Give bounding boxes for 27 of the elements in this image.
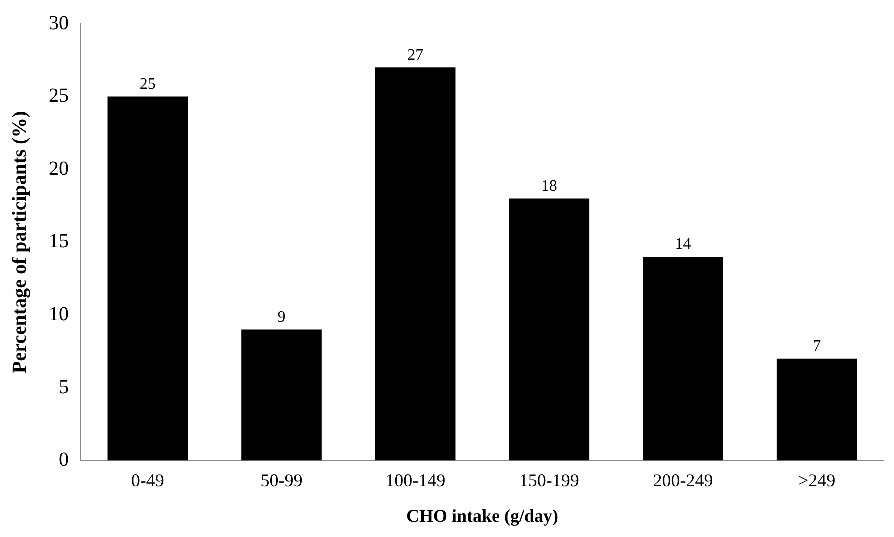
x-axis-title: CHO intake (g/day) bbox=[406, 506, 559, 526]
y-tick-label: 20 bbox=[49, 158, 69, 180]
bar bbox=[643, 256, 724, 461]
data-label: 14 bbox=[675, 236, 692, 254]
y-tick-label: 30 bbox=[49, 12, 69, 34]
bar bbox=[509, 198, 590, 461]
x-tick-label: 0-49 bbox=[131, 470, 164, 490]
bar bbox=[242, 330, 322, 461]
y-tick-label: 15 bbox=[49, 230, 69, 253]
y-tick-label: 0 bbox=[59, 449, 69, 472]
x-tick-label: >249 bbox=[798, 470, 836, 490]
x-tick-label: 200-249 bbox=[653, 470, 714, 490]
y-tick-label: 10 bbox=[49, 303, 69, 326]
x-tick-label: 100-149 bbox=[386, 470, 446, 490]
data-label: 18 bbox=[541, 178, 558, 195]
data-label: 27 bbox=[408, 46, 424, 64]
y-tick-label: 5 bbox=[59, 376, 69, 398]
data-label: 7 bbox=[813, 338, 822, 356]
bar bbox=[108, 96, 188, 461]
data-label: 25 bbox=[140, 76, 156, 94]
y-axis-title: Percentage of participants (%) bbox=[9, 111, 32, 374]
y-tick-label: 25 bbox=[49, 85, 69, 108]
x-tick-label: 150-199 bbox=[519, 470, 580, 490]
data-label: 9 bbox=[278, 308, 286, 326]
x-tick-label: 50-99 bbox=[260, 470, 303, 490]
bar bbox=[776, 358, 858, 461]
bar bbox=[375, 68, 456, 461]
